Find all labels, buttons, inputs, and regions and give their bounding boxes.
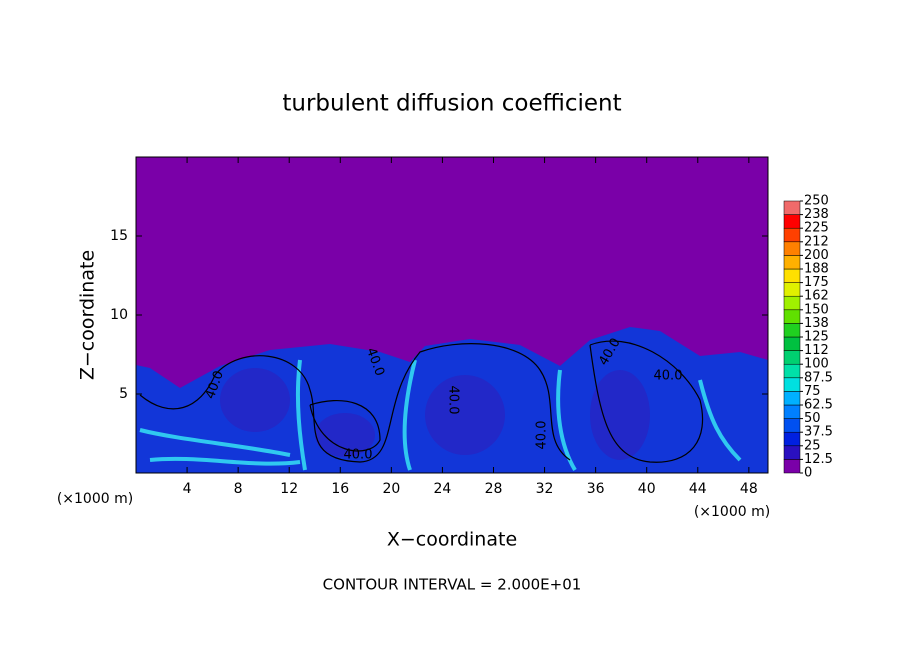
- colorbar-label: 250: [804, 194, 829, 209]
- colorbar-label: 25: [804, 438, 821, 453]
- contour-label: 40.0: [654, 369, 683, 384]
- colorbar-band: [783, 282, 801, 297]
- colorbar-band: [783, 214, 801, 229]
- colorbar-label: 62.5: [804, 398, 833, 413]
- colorbar-band: [783, 268, 801, 283]
- x-tick-label: 32: [536, 481, 554, 497]
- colorbar-label: 212: [804, 234, 829, 249]
- field-core: [590, 370, 650, 460]
- colorbar-band: [783, 323, 801, 338]
- x-tick-label: 20: [382, 481, 400, 497]
- field-core: [315, 413, 375, 457]
- y-tick-label: 10: [110, 307, 128, 323]
- x-tick-label: 40: [638, 481, 656, 497]
- colorbar-band: [783, 336, 801, 351]
- colorbar-band: [783, 227, 801, 243]
- colorbar-band: [783, 431, 801, 447]
- y-tick-label: 5: [119, 386, 128, 402]
- colorbar-label: 100: [804, 357, 829, 372]
- colorbar-label: 112: [804, 343, 829, 358]
- field-core: [425, 375, 505, 455]
- footer-note: CONTOUR INTERVAL = 2.000E+01: [323, 576, 582, 594]
- colorbar-label: 225: [804, 221, 829, 236]
- contour-label: 40.0: [344, 448, 373, 463]
- colorbar-band: [783, 445, 801, 460]
- contour-label: 40.0: [446, 386, 461, 415]
- field-streaks: [139, 359, 742, 472]
- x-tick-label: 24: [434, 481, 452, 497]
- colorbar-label: 75: [804, 384, 821, 399]
- colorbar-label: 50: [804, 411, 821, 426]
- colorbar-band: [783, 241, 801, 256]
- x-unit-label: (×1000 m): [694, 504, 770, 520]
- colorbar-band: [783, 309, 801, 324]
- field: [136, 157, 768, 473]
- y-tick-label: 15: [110, 228, 128, 244]
- colorbar-label: 138: [804, 316, 829, 331]
- chart-title: turbulent diffusion coefficient: [282, 91, 621, 117]
- colorbar-band: [783, 459, 801, 474]
- x-tick-label: 8: [234, 481, 243, 497]
- colorbar-label: 150: [804, 302, 829, 317]
- colorbar-band: [783, 391, 801, 406]
- colorbar-label: 87.5: [804, 370, 833, 385]
- colorbar-band: [783, 255, 801, 270]
- colorbar-label: 162: [804, 289, 829, 304]
- colorbar-label: 0: [804, 466, 812, 481]
- colorbar-label: 175: [804, 275, 829, 290]
- y-axis-label: Z−coordinate: [77, 250, 99, 380]
- contour-label: 40.0: [535, 421, 550, 450]
- colorbar-band: [783, 404, 801, 419]
- colorbar-band: [783, 200, 801, 215]
- colorbar-band: [783, 295, 801, 311]
- colorbar-band: [783, 350, 801, 365]
- colorbar-label: 125: [804, 330, 829, 345]
- colorbar-label: 12.5: [804, 452, 833, 467]
- field-core: [220, 368, 290, 432]
- colorbar-label: 200: [804, 248, 829, 263]
- colorbar-band: [783, 363, 801, 379]
- colorbar-label: 37.5: [804, 425, 833, 440]
- colorbar-band: [783, 418, 801, 433]
- colorbar-band: [783, 377, 801, 392]
- x-axis-label: X−coordinate: [387, 529, 517, 551]
- x-tick-label: 44: [689, 481, 707, 497]
- contour-lines: [139, 340, 704, 463]
- x-unit-label: (×1000 m): [57, 491, 133, 507]
- x-tick-label: 48: [740, 481, 758, 497]
- x-tick-label: 4: [183, 481, 192, 497]
- x-tick-label: 12: [280, 481, 298, 497]
- colorbar-label: 188: [804, 262, 829, 277]
- x-tick-label: 16: [331, 481, 349, 497]
- x-tick-label: 36: [587, 481, 605, 497]
- colorbar-label: 238: [804, 207, 829, 222]
- x-tick-label: 28: [485, 481, 503, 497]
